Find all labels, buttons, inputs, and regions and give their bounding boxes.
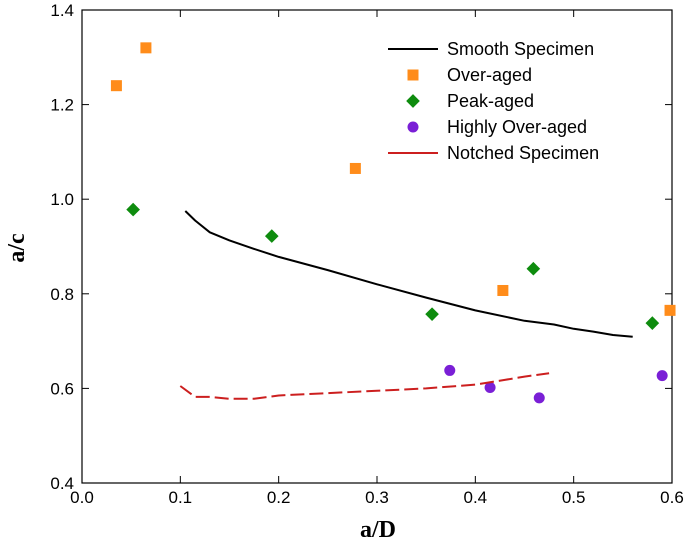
y-tick-label: 0.6	[50, 379, 74, 398]
peak-aged-point	[425, 307, 439, 321]
x-tick-label: 0.4	[464, 488, 488, 507]
series-smooth-specimen	[184, 210, 633, 338]
peak-aged-point	[126, 202, 140, 217]
y-tick-label: 1.4	[50, 1, 74, 20]
highly-over-aged-point	[533, 392, 545, 404]
series-peak-aged	[126, 202, 660, 330]
legend-item-over-aged: Over-aged	[407, 65, 532, 85]
legend-label-highly-over-aged: Highly Over-aged	[447, 117, 587, 137]
over-aged-point	[110, 80, 122, 92]
legend-label-over-aged: Over-aged	[447, 65, 532, 85]
x-tick-label: 0.1	[169, 488, 193, 507]
legend-item-peak-aged: Peak-aged	[406, 91, 534, 111]
y-tick-label: 0.4	[50, 474, 74, 493]
over-aged-point	[140, 42, 152, 54]
plot-area-border	[81, 9, 673, 484]
notched-specimen-line	[179, 372, 550, 400]
smooth-specimen-line	[184, 210, 633, 338]
over-aged-point	[664, 304, 676, 316]
legend-label-notched-specimen: Notched Specimen	[447, 143, 599, 163]
over-aged-point	[349, 162, 361, 174]
y-tick-label: 1.2	[50, 96, 74, 115]
highly-over-aged-point	[444, 364, 456, 376]
over-aged-point	[497, 284, 509, 296]
x-tick-label: 0.5	[562, 488, 586, 507]
plot-series	[110, 42, 676, 404]
legend-item-smooth-specimen: Smooth Specimen	[388, 39, 594, 59]
x-tick-label: 0.3	[365, 488, 389, 507]
highly-over-aged-point	[484, 381, 496, 393]
series-notched-specimen	[179, 372, 550, 400]
axis-ticks: 0.0 0.1 0.2 0.3 0.4 0.5 0.6 0.4 0.6 0.8 1.0 1.2 1.4	[50, 1, 683, 507]
legend-item-highly-over-aged: Highly Over-aged	[407, 117, 587, 137]
legend-item-notched-specimen: Notched Specimen	[388, 143, 599, 163]
peak-aged-point	[645, 316, 660, 330]
legend-swatch-peak-aged	[406, 94, 420, 108]
y-tick-label: 1.0	[50, 190, 74, 209]
peak-aged-point	[264, 229, 279, 243]
legend-swatch-highly-over-aged	[407, 121, 419, 133]
x-tick-label: 0.0	[70, 488, 94, 507]
plot-frame	[81, 9, 673, 484]
legend-swatch-over-aged	[407, 69, 419, 81]
y-tick-label: 0.8	[50, 285, 74, 304]
highly-over-aged-point	[656, 370, 668, 382]
x-axis-title: a/D	[360, 517, 396, 543]
legend: Smooth Specimen Over-aged Peak-aged Highly …	[388, 39, 599, 163]
legend-label-smooth-specimen: Smooth Specimen	[447, 39, 594, 59]
y-axis-title: a/c	[4, 233, 30, 263]
x-tick-label: 0.2	[267, 488, 291, 507]
x-tick-label: 0.6	[660, 488, 684, 507]
peak-aged-point	[526, 261, 541, 276]
series-over-aged	[110, 42, 676, 316]
legend-label-peak-aged: Peak-aged	[447, 91, 534, 111]
series-highly-over-aged	[444, 364, 668, 404]
